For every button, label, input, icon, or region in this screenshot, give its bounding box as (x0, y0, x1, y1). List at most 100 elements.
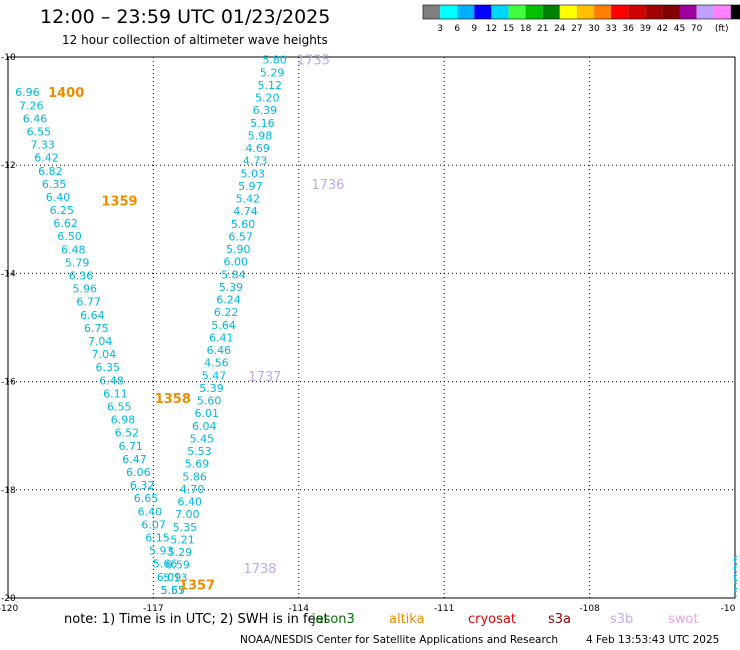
legend-swatch (713, 5, 731, 19)
legend-swatch (508, 5, 526, 19)
track-a-swh-value: 6.11 (103, 387, 128, 400)
legend-swatch (440, 5, 458, 19)
track-b-swh-value: 4.56 (204, 357, 229, 370)
track-a-swh-value: 6.62 (53, 217, 78, 230)
track-a-swh-value: 6.82 (38, 165, 63, 178)
legend-swatch (730, 5, 740, 19)
track-c-swh-value: 6 (733, 554, 740, 567)
track-b-swh-value: 6.01 (194, 407, 219, 420)
track-b-swh-value: 6.46 (207, 344, 232, 357)
track-a-swh-value: 6.09 (157, 571, 182, 584)
legend-label: 27 (571, 24, 582, 34)
s3b-pass-time: 1737 (248, 370, 281, 385)
legend-label: 45 (674, 24, 685, 34)
satellite-swot: swot (668, 612, 699, 627)
track-b-swh-value: 5.64 (211, 319, 236, 332)
track-b-swh-value: 4.70 (180, 483, 205, 496)
satellite-tracks: 6.967.266.466.557.336.426.826.356.406.25… (15, 54, 740, 600)
track-a-swh-value: 6.48 (99, 374, 124, 387)
legend-label: 21 (537, 24, 548, 34)
track-a-swh-value: 5.65 (161, 584, 186, 597)
legend-label: 15 (503, 24, 514, 34)
y-tick-label: -16 (1, 378, 16, 388)
track-a-swh-value: 6.36 (69, 270, 94, 283)
y-tick-label: -14 (1, 269, 16, 279)
y-tick-label: -20 (1, 594, 16, 604)
track-b-swh-value: 5.42 (236, 193, 261, 206)
legend-swatch (696, 5, 714, 19)
map-title: 12:00 – 23:59 UTC 01/23/2025 (40, 6, 331, 28)
track-a-swh-value: 5.66 (153, 558, 178, 571)
legend-label: 39 (640, 24, 652, 34)
track-a-swh-value: 6.35 (42, 178, 67, 191)
legend-label: 18 (520, 24, 532, 34)
satellite-cryosat: cryosat (468, 612, 516, 627)
track-a-swh-value: 7.04 (88, 335, 113, 348)
track-a-swh-value: 6.77 (76, 296, 101, 309)
legend-swatch (594, 5, 612, 19)
x-tick-label: -10 (721, 604, 736, 614)
track-a-swh-value: 6.35 (95, 361, 120, 374)
track-a-swh-value: 5.93 (149, 545, 174, 558)
legend-label: 33 (605, 24, 616, 34)
altika-pass-time: 1400 (48, 86, 84, 101)
legend-swatch (525, 5, 543, 19)
track-b-swh-value: 5.69 (185, 458, 210, 471)
legend-label: 12 (486, 24, 497, 34)
legend-swatch (611, 5, 629, 19)
track-a-swh-value: 6.96 (15, 86, 40, 99)
track-c-swh-value: 6 (733, 570, 740, 583)
track-b-swh-value: 5.16 (250, 117, 275, 130)
track-b-swh-value: 5.53 (187, 445, 212, 458)
x-tick-label: -111 (434, 604, 454, 614)
legend-label: 9 (471, 24, 477, 34)
track-a-swh-value: 6.40 (46, 191, 71, 204)
track-b-swh-value: 5.98 (248, 129, 273, 142)
note-text: note: 1) Time is in UTC; 2) SWH is in fe… (64, 612, 329, 627)
legend-label: 3 (437, 24, 443, 34)
s3b-pass-time: 1735 (297, 54, 330, 69)
legend-label: 24 (554, 24, 566, 34)
legend-label: 6 (454, 24, 460, 34)
pass-times: 1400 1359 1358 1357 1735 1736 1737 1738 (48, 54, 344, 594)
legend-label: 42 (657, 24, 668, 34)
track-b-swh-value: 6.59 (165, 559, 190, 572)
altika-pass-time: 1357 (179, 578, 215, 593)
track-b-swh-value: 4.69 (245, 142, 270, 155)
track-b-swh-value: 4.73 (243, 155, 268, 168)
track-b-swh-value: 6.00 (224, 256, 249, 269)
x-tick-label: -117 (143, 604, 163, 614)
track-b-swh-value: 5.03 (241, 167, 266, 180)
track-b-swh-value: 5.97 (238, 180, 263, 193)
track-a-swh-value: 6.48 (61, 243, 86, 256)
track-a-swh-value: 6.07 (141, 518, 166, 531)
track-b-swh-value: 5.84 (221, 268, 246, 281)
track-a-swh-value: 6.64 (80, 309, 105, 322)
track-a-swh-value: 7.33 (30, 139, 55, 152)
track-a-swh-value: 6.42 (34, 152, 59, 165)
track-a-swh-value: 7.26 (19, 99, 44, 112)
x-tick-label: -120 (0, 604, 18, 614)
legend-swatch (679, 5, 697, 19)
track-b-swh-value: 5.86 (182, 470, 207, 483)
track-a-swh-value: 6.46 (23, 112, 48, 125)
track-b-swh-value: 6.40 (178, 496, 203, 509)
track-c-swh-value: 5 (733, 578, 740, 591)
track-b-swh-value: 5.90 (226, 243, 251, 256)
track-a-swh-value: 6.65 (134, 492, 159, 505)
y-tick-label: -18 (1, 486, 16, 496)
map-subtitle: 12 hour collection of altimeter wave hei… (62, 33, 328, 47)
legend-swatch (645, 5, 663, 19)
track-b-swh-value: 5.13 (163, 571, 188, 584)
y-tick-label: -12 (1, 161, 16, 171)
track-b-swh-value: 6.22 (214, 306, 239, 319)
track-a-swh-value: 7.04 (92, 348, 117, 361)
track-a-swh-value: 6.98 (111, 414, 136, 427)
x-tick-label: -108 (579, 604, 600, 614)
legend-swatch (474, 5, 492, 19)
track-b-swh-value: 5.47 (202, 369, 227, 382)
track-c-swh-value: 5 (733, 587, 740, 600)
track-b-swh-value: 5.21 (170, 533, 195, 546)
legend-swatch (423, 5, 441, 19)
